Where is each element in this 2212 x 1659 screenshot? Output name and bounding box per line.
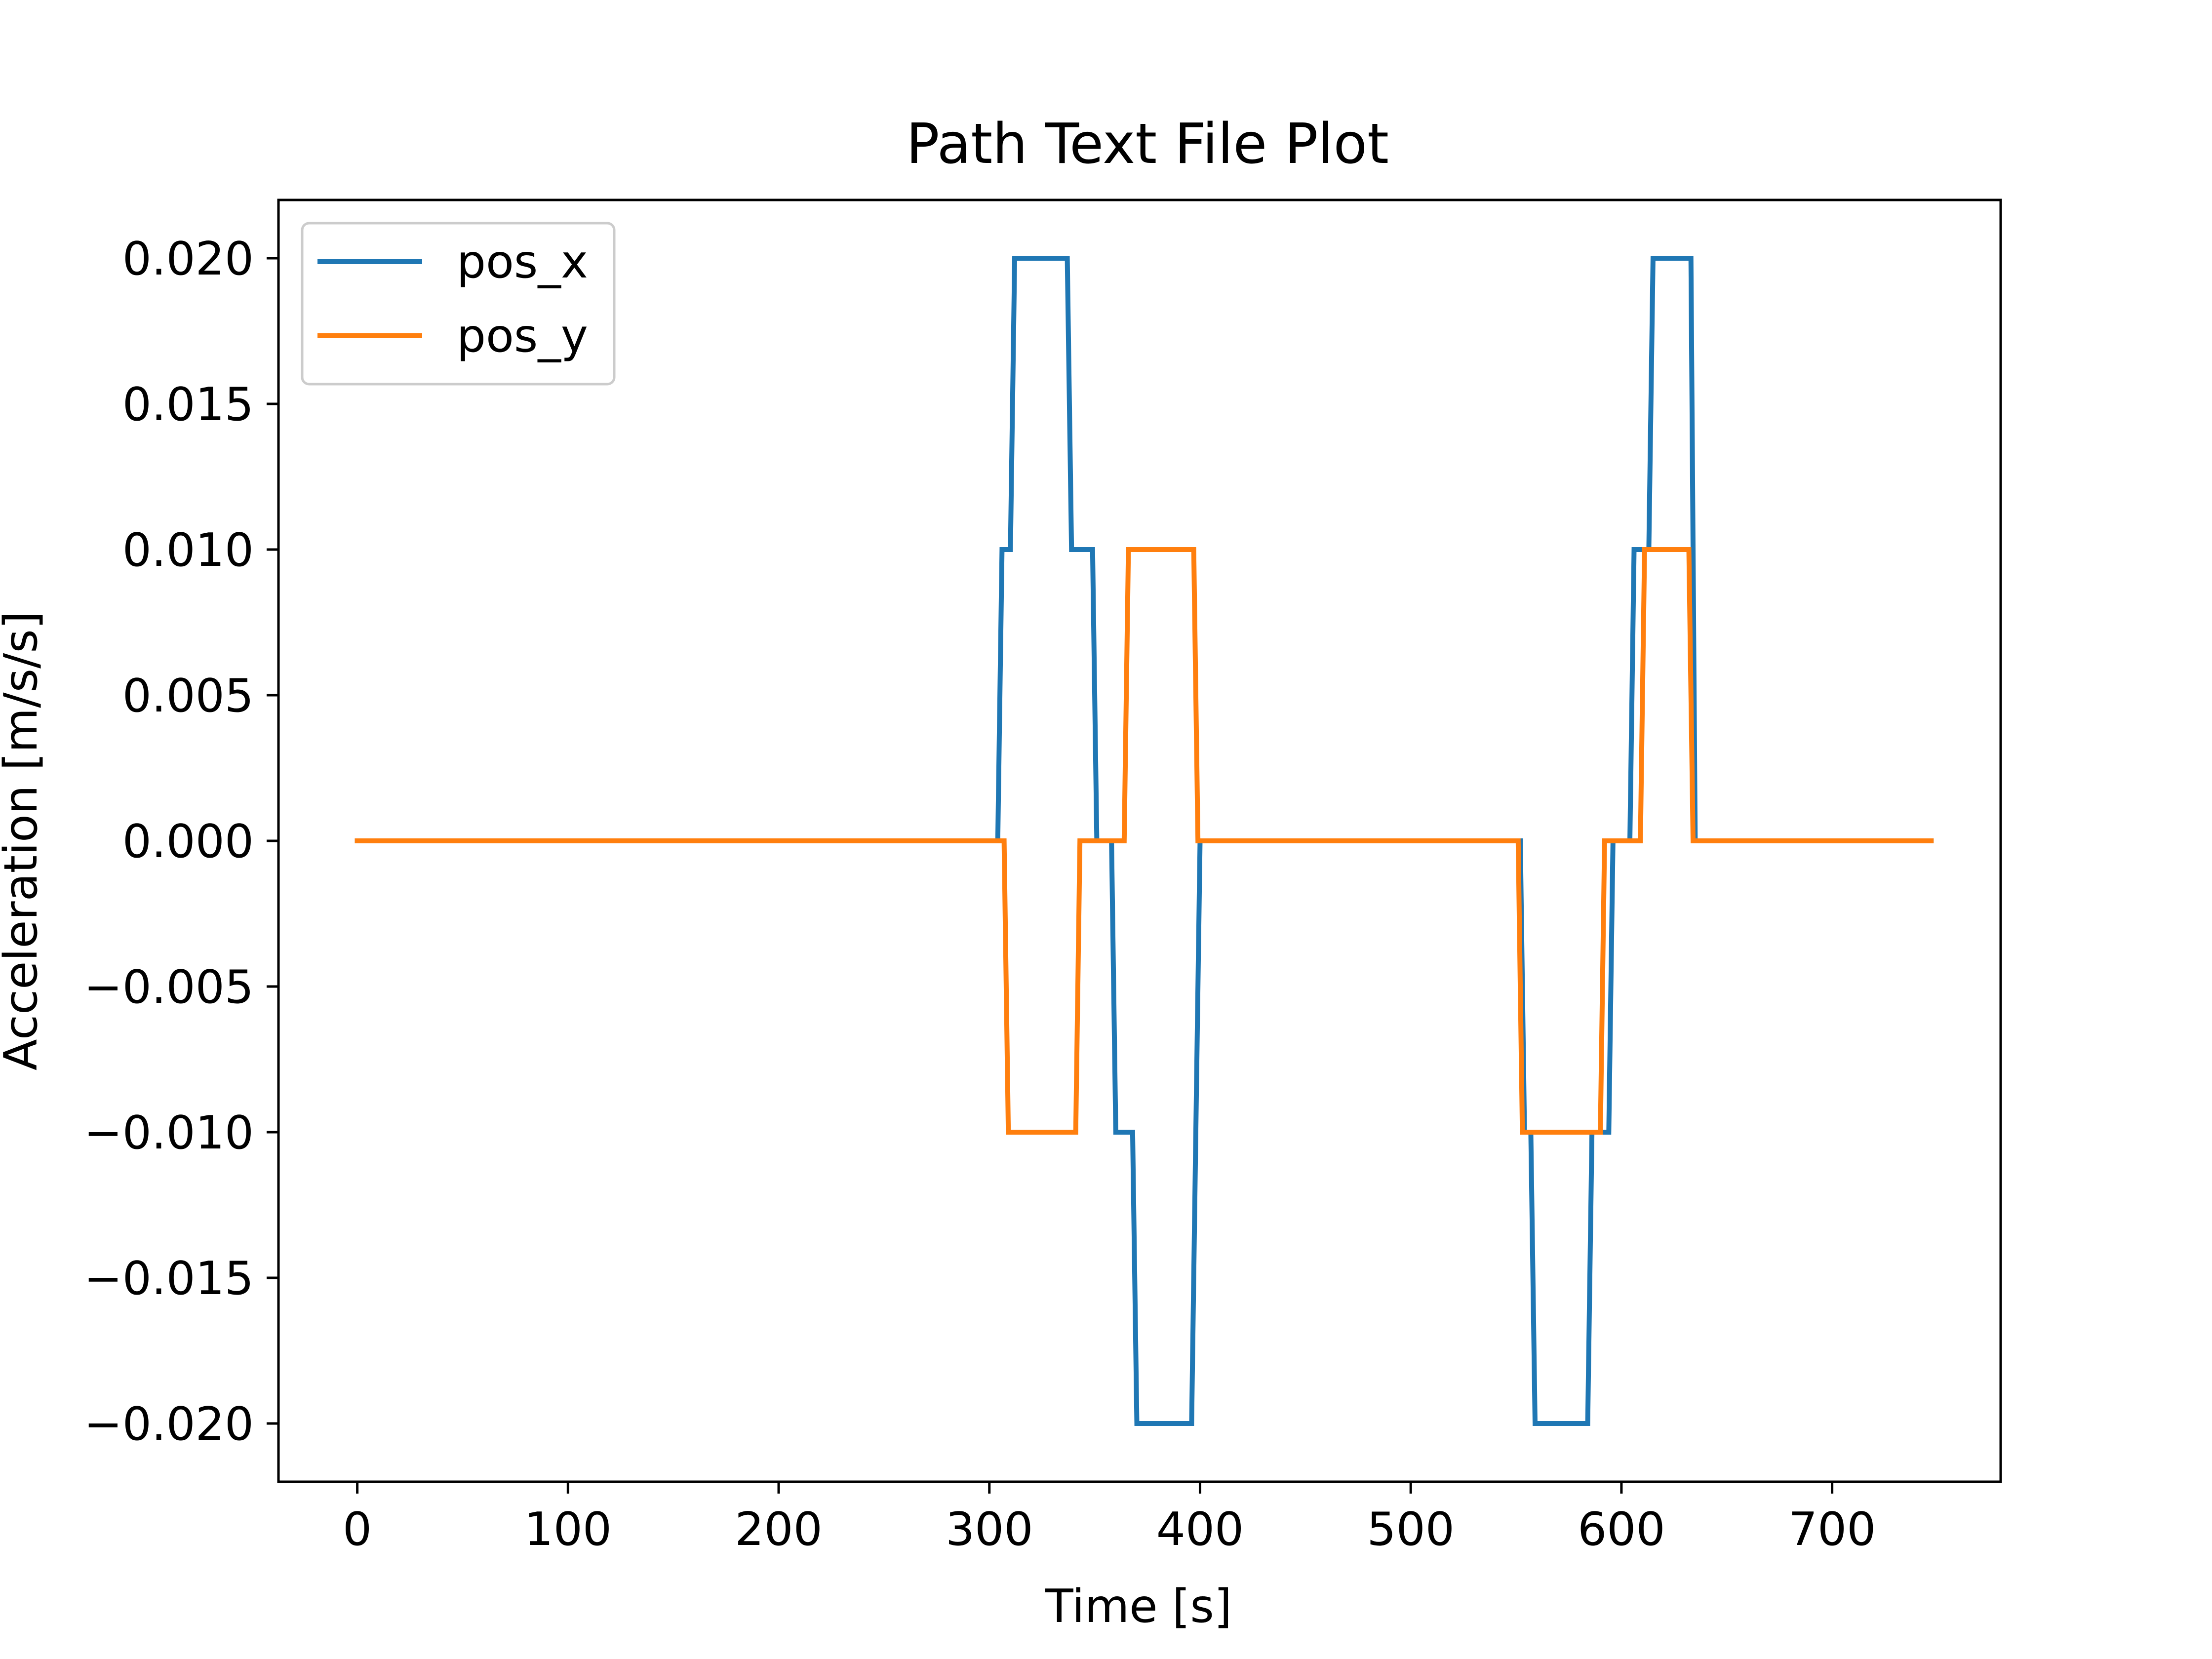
y-tick-label: 0.000 — [122, 815, 254, 868]
x-tick-label: 100 — [524, 1502, 612, 1556]
y-tick-label: −0.015 — [84, 1252, 254, 1305]
y-tick-label: 0.015 — [122, 378, 254, 431]
y-axis-label: Acceleration [m/s/s] — [0, 611, 47, 1070]
y-tick-label: −0.020 — [84, 1397, 254, 1451]
chart-title: Path Text File Plot — [906, 112, 1389, 176]
y-axis: 0.020 0.015 0.010 0.005 0.000 −0.005 −0.010 −0.… — [84, 232, 278, 1451]
y-tick-label: −0.010 — [84, 1106, 254, 1159]
y-tick-label: 0.005 — [122, 669, 254, 722]
y-tick-label: −0.005 — [84, 960, 254, 1014]
x-tick-label: 600 — [1578, 1502, 1665, 1556]
x-tick-label: 200 — [735, 1502, 823, 1556]
y-tick-label: 0.010 — [122, 523, 254, 577]
plot-marks — [355, 256, 1934, 1426]
x-axis: 0 100 200 300 400 500 600 700 — [343, 1482, 1876, 1556]
x-tick-label: 700 — [1788, 1502, 1876, 1556]
legend: pos_x pos_y — [301, 222, 616, 386]
y-tick-label: 0.020 — [122, 232, 254, 285]
x-axis-label: Time [s] — [1045, 1580, 1232, 1633]
x-tick-label: 400 — [1156, 1502, 1244, 1556]
series-line-pos-y — [355, 547, 1934, 1135]
x-tick-label: 300 — [946, 1502, 1033, 1556]
x-tick-label: 0 — [343, 1502, 372, 1556]
legend-label-pos-y: pos_y — [457, 309, 588, 362]
legend-label-pos-x: pos_x — [457, 235, 588, 288]
x-tick-label: 500 — [1367, 1502, 1455, 1556]
